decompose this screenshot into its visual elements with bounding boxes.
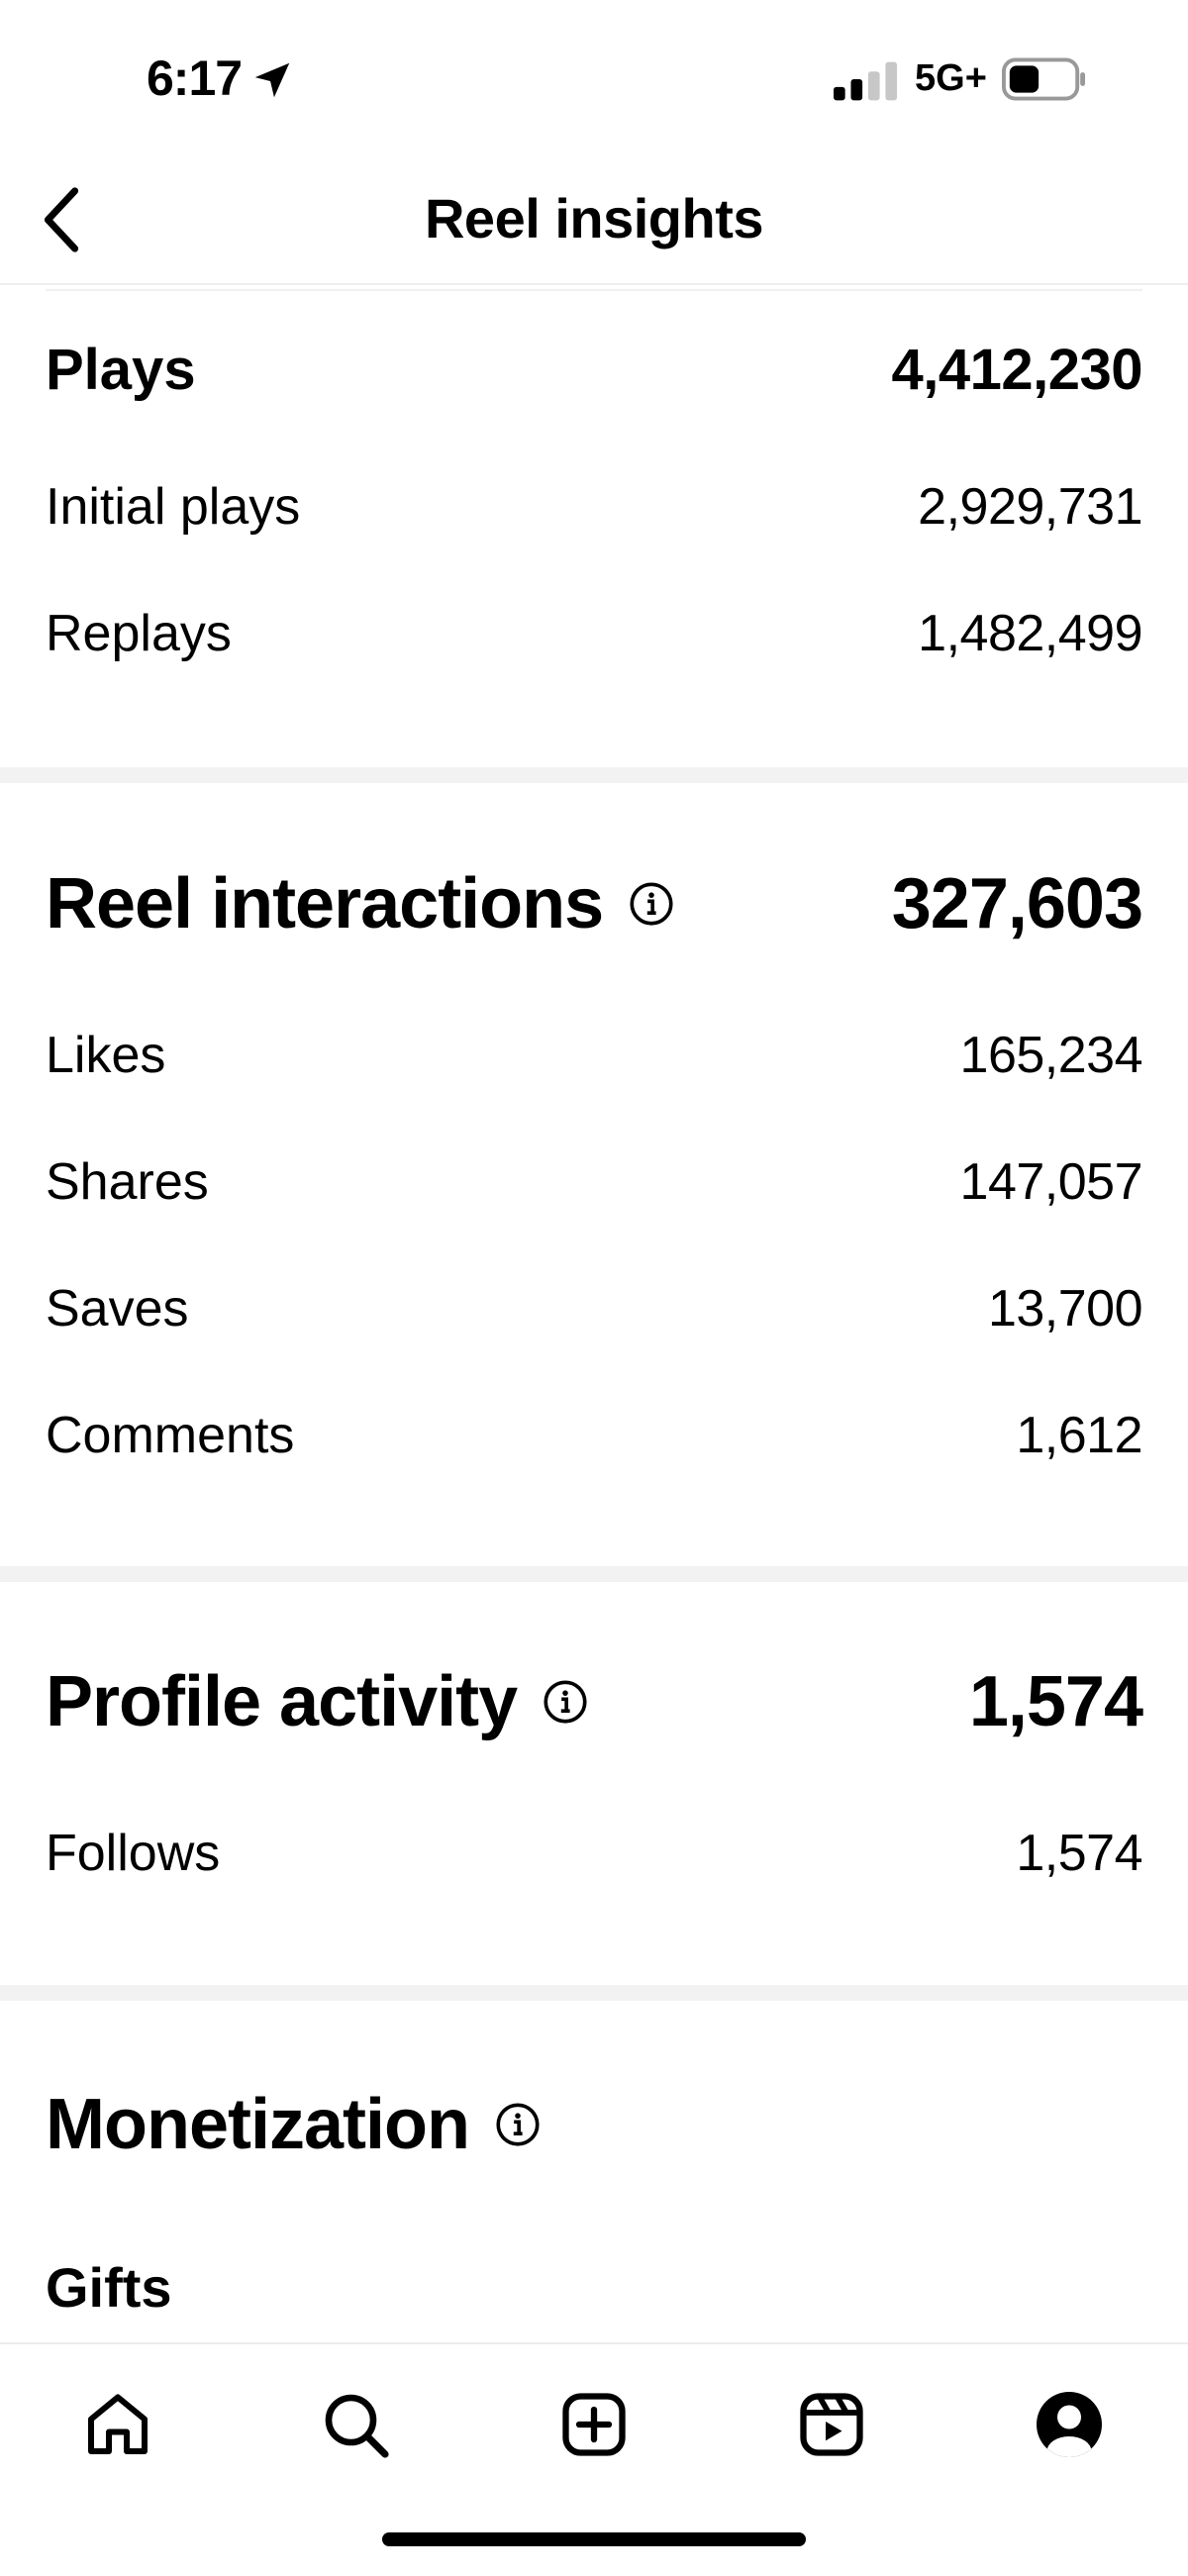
metric-label: Comments: [46, 1407, 295, 1464]
reel-interactions-summary-row: Reel interactions 327,603: [46, 863, 1143, 944]
metric-value: 1,482,499: [918, 605, 1142, 662]
metric-label: Replays: [46, 605, 232, 662]
metric-value: 1,574: [1016, 1825, 1142, 1882]
metric-label: Likes: [46, 1027, 166, 1084]
location-arrow-icon: [254, 62, 290, 98]
back-button[interactable]: [22, 180, 101, 259]
metric-label: Follows: [46, 1825, 221, 1882]
monetization-label: Monetization: [46, 2085, 470, 2164]
metric-value: 147,057: [959, 1153, 1143, 1211]
shares-row: Shares 147,057: [46, 1152, 1143, 1212]
reel-interactions-value: 327,603: [891, 864, 1143, 943]
create-icon: [562, 2393, 626, 2456]
nav-header: Reel insights: [0, 158, 1188, 285]
status-time: 6:17: [147, 50, 243, 106]
plays-label: Plays: [46, 338, 196, 402]
saves-row: Saves 13,700: [46, 1279, 1143, 1338]
tab-profile[interactable]: [1025, 2380, 1114, 2469]
comments-row: Comments 1,612: [46, 1406, 1142, 1465]
metric-value: 13,700: [987, 1280, 1143, 1338]
follows-row: Follows 1,574: [46, 1824, 1142, 1883]
reel-interactions-label: Reel interactions: [46, 864, 604, 943]
page-title: Reel insights: [424, 187, 764, 249]
monetization-header-row: Monetization: [46, 2084, 1142, 2165]
metric-value: 2,929,731: [918, 478, 1142, 536]
info-icon[interactable]: [629, 881, 674, 927]
gifts-label: Gifts: [46, 2256, 172, 2319]
status-bar: 6:17 5G+: [0, 0, 1188, 158]
tab-search[interactable]: [311, 2380, 400, 2469]
reels-icon: [800, 2393, 863, 2456]
info-icon[interactable]: [543, 1679, 588, 1725]
plays-summary-row: Plays 4,412,230: [46, 337, 1142, 403]
battery-icon: [1002, 57, 1086, 101]
profile-activity-summary-row: Profile activity 1,574: [46, 1661, 1143, 1742]
search-icon: [325, 2394, 389, 2458]
profile-activity-label: Profile activity: [46, 1662, 518, 1741]
tab-reels[interactable]: [787, 2380, 876, 2469]
replays-row: Replays 1,482,499: [46, 604, 1142, 663]
home-icon: [88, 2394, 148, 2454]
section-divider: [0, 767, 1188, 783]
divider: [46, 289, 1142, 291]
metric-label: Saves: [46, 1280, 189, 1338]
cellular-signal-icon: [834, 61, 898, 101]
section-divider: [0, 1985, 1188, 2001]
metric-value: 1,612: [1016, 1407, 1142, 1464]
chevron-left-icon: [44, 187, 79, 252]
likes-row: Likes 165,234: [46, 1026, 1143, 1085]
profile-icon: [1037, 2392, 1102, 2457]
tab-create[interactable]: [549, 2380, 639, 2469]
metric-label: Shares: [46, 1153, 209, 1211]
metric-value: 165,234: [959, 1027, 1143, 1084]
metric-label: Initial plays: [46, 478, 301, 536]
profile-activity-value: 1,574: [968, 1662, 1143, 1741]
network-type-label: 5G+: [915, 57, 987, 99]
plays-value: 4,412,230: [891, 338, 1142, 402]
section-divider: [0, 1566, 1188, 1582]
home-indicator: [382, 2532, 806, 2546]
initial-plays-row: Initial plays 2,929,731: [46, 477, 1142, 537]
info-icon[interactable]: [495, 2102, 541, 2147]
tab-home[interactable]: [73, 2380, 162, 2469]
